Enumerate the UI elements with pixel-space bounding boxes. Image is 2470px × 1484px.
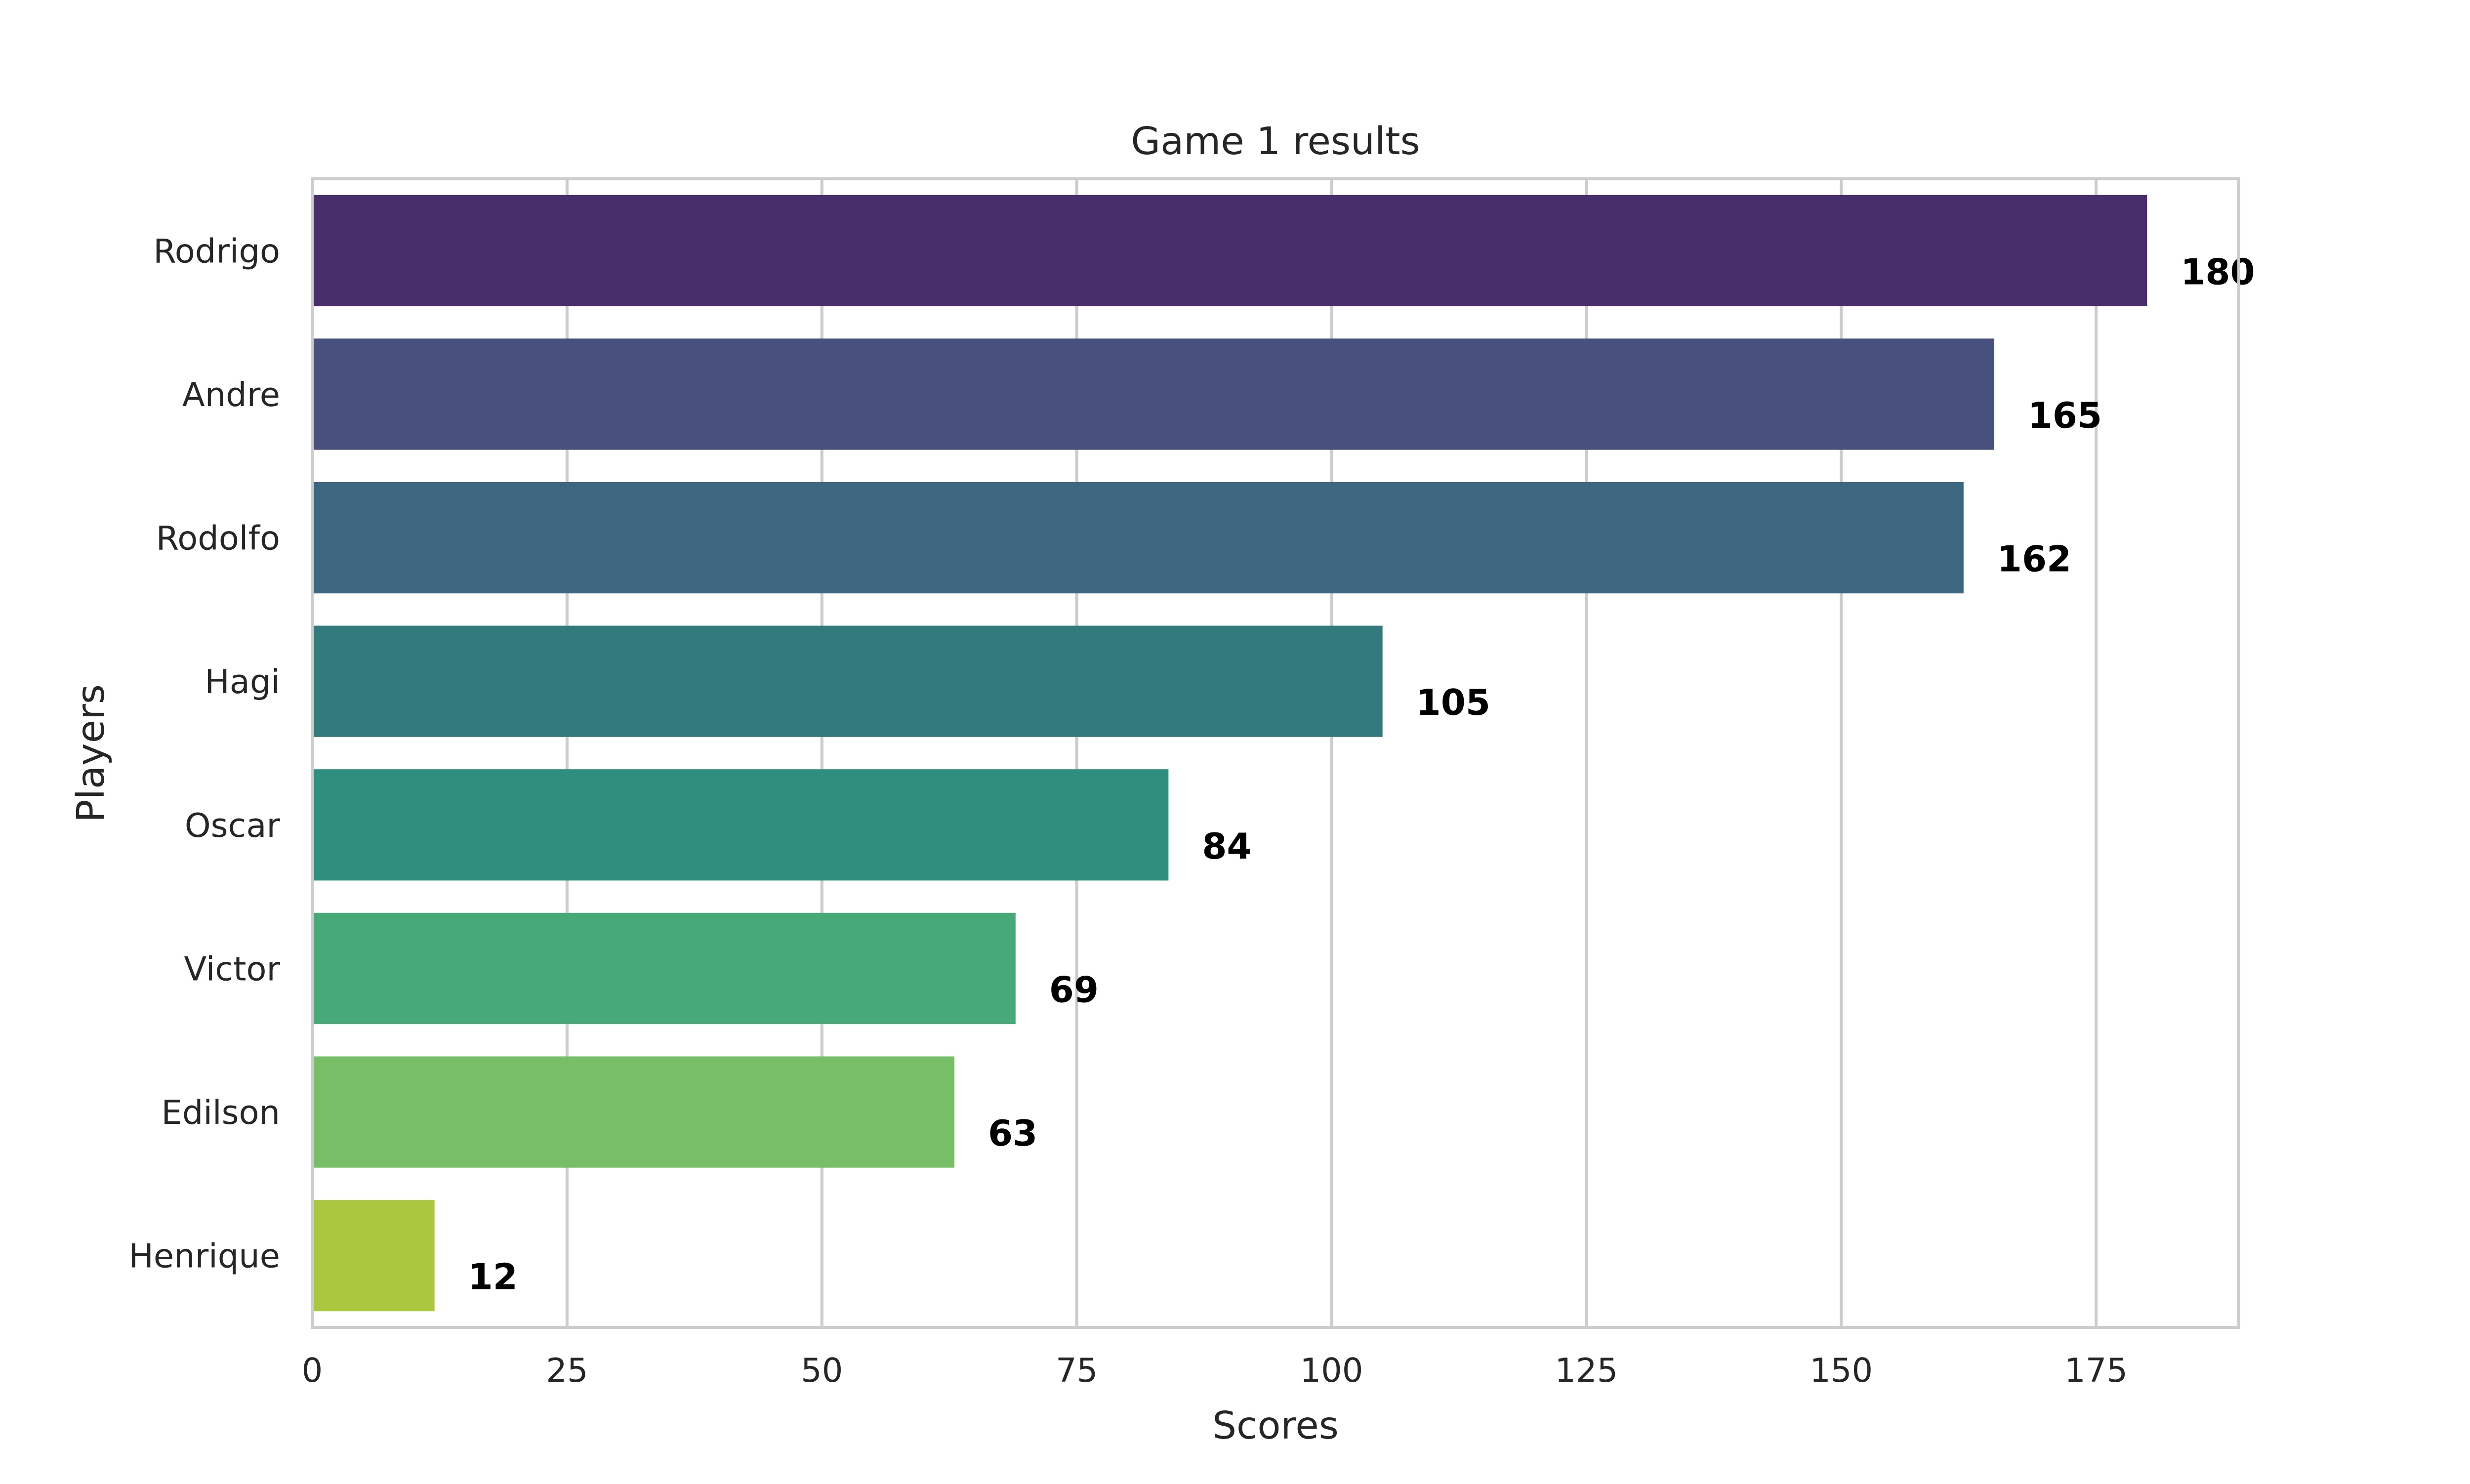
y-tick-label: Rodrigo — [153, 232, 280, 270]
y-tick-label: Oscar — [185, 806, 281, 845]
x-tick-label: 125 — [1555, 1351, 1618, 1390]
y-tick-label: Henrique — [129, 1237, 280, 1276]
data-label: 105 — [1416, 682, 1490, 723]
data-label: 180 — [2181, 251, 2255, 292]
bar — [312, 338, 1994, 450]
x-tick-label: 100 — [1300, 1351, 1363, 1390]
data-label: 63 — [988, 1113, 1037, 1154]
bar — [312, 482, 1964, 594]
bar — [312, 912, 1016, 1025]
bar — [312, 769, 1169, 881]
x-tick-label: 150 — [1810, 1351, 1873, 1390]
data-labels: 180 165 162 105 84 69 63 12 — [468, 251, 2255, 1297]
y-axis-ticks: Rodrigo Andre Rodolfo Hagi Oscar Victor Edilso… — [129, 232, 281, 1275]
y-tick-label: Victor — [184, 949, 280, 988]
data-label: 84 — [1202, 825, 1251, 867]
x-tick-label: 25 — [546, 1351, 588, 1390]
chart-title: Game 1 results — [1131, 120, 1420, 164]
bar — [312, 1056, 954, 1168]
bar — [312, 625, 1383, 737]
x-tick-label: 175 — [2064, 1351, 2128, 1390]
y-tick-label: Rodolfo — [156, 519, 280, 558]
x-tick-label: 0 — [302, 1351, 323, 1390]
data-label: 165 — [2028, 395, 2102, 436]
data-label: 69 — [1049, 969, 1099, 1010]
bars — [312, 195, 2147, 1312]
plot-frame — [311, 177, 2240, 1329]
y-tick-label: Hagi — [205, 662, 280, 701]
y-axis-label: Players — [69, 684, 113, 823]
x-tick-label: 50 — [801, 1351, 843, 1390]
y-tick-label: Edilson — [162, 1093, 280, 1132]
x-axis-label: Scores — [1212, 1404, 1339, 1448]
y-tick-label: Andre — [182, 375, 280, 414]
data-label: 12 — [468, 1256, 518, 1298]
bar — [312, 195, 2147, 306]
data-label: 162 — [1997, 538, 2071, 580]
x-tick-label: 75 — [1056, 1351, 1098, 1390]
bar — [312, 1200, 435, 1312]
x-axis-ticks: 0 25 50 75 100 125 150 175 — [302, 1351, 2128, 1390]
